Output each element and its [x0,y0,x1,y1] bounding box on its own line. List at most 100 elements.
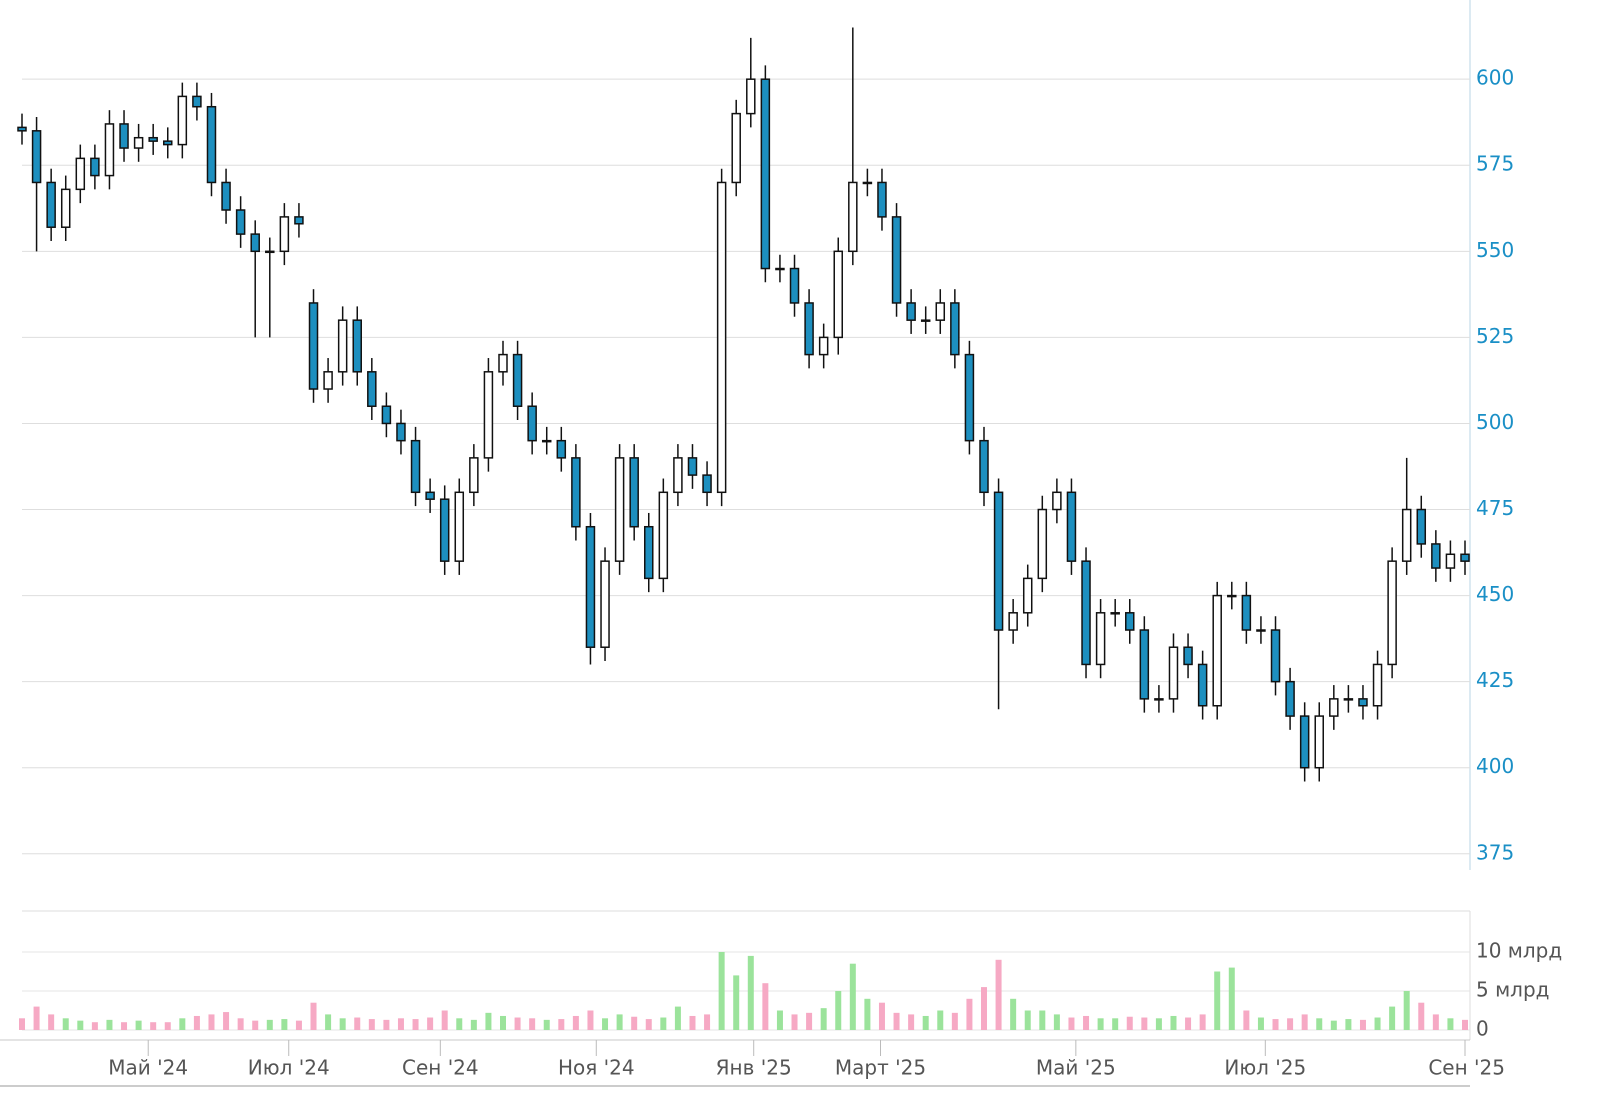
candle-body [920,319,931,322]
volume-bar [193,1015,200,1030]
volume-bar [368,1019,375,1030]
volume-bar [1272,1019,1279,1030]
volume-bar [1112,1018,1119,1030]
volume-bar [1418,1002,1425,1030]
candle-body [760,78,771,270]
candle-body [644,525,654,580]
candle-body [658,491,669,580]
volume-bar [485,1012,492,1030]
candle-body [483,371,494,459]
volume-bar [645,1019,652,1030]
y-tick-label: 450 [1476,582,1514,606]
candle-body [337,319,348,373]
volume-bar [19,1018,25,1030]
volume-bar [281,1019,288,1030]
candle-body [906,302,916,321]
volume-bar [1097,1018,1104,1030]
candle-body [556,439,567,459]
candle-body [1401,508,1412,562]
volume-bar [1301,1014,1308,1030]
candle-body [221,181,231,211]
volume-bar [864,998,871,1030]
volume-bar [835,991,842,1030]
volume-bar [339,1018,346,1030]
candle-body [979,439,989,494]
candle-body [687,457,698,476]
volume-bar [1068,1017,1075,1030]
volume-bar [820,1008,827,1030]
candle-body [775,267,785,271]
volume-bar [966,998,973,1030]
candle-body [469,457,479,494]
volume-bar [1141,1017,1148,1030]
candle-body [1445,553,1456,569]
candle-body [512,353,523,407]
candle-body [1052,491,1062,511]
candle-body [1125,612,1135,631]
volume-bar [849,963,856,1030]
volume-bar [616,1014,623,1030]
y-tick-label: 600 [1476,66,1514,90]
x-tick-label: Сен '25 [1428,1056,1505,1080]
candle-body [265,250,275,254]
volume-bar [1374,1017,1381,1030]
y-tick-label: 425 [1476,668,1514,692]
volume-bar [500,1015,506,1030]
volume-bar [1403,991,1410,1030]
candle-body [1154,698,1164,701]
volume-bar [1024,1010,1031,1030]
x-tick-label: Ноя '24 [558,1056,635,1080]
volume-bar [543,1019,550,1030]
candle-body [90,157,100,177]
candle-body [294,216,304,225]
volume-bar [295,1020,302,1030]
candle-body [1314,715,1324,769]
volume-bar [1185,1017,1192,1030]
volume-bar [587,1010,594,1030]
volume-bar [1330,1020,1337,1030]
candle-body [1095,612,1106,666]
volume-bar [1039,1010,1046,1030]
y-tick-label: 375 [1476,840,1514,864]
volume-bar [106,1019,113,1030]
volume-bar [33,1006,40,1030]
volume-bar [1170,1015,1177,1030]
volume-bar [922,1015,929,1030]
candle-body [119,123,129,149]
candle-body [629,457,639,528]
candle-body [614,457,625,562]
volume-bar [383,1019,390,1030]
candle-body [964,353,975,442]
candle-body [877,181,887,218]
candle-body [1183,646,1193,666]
candle-body [541,439,552,443]
y-tick-label: 475 [1476,496,1514,520]
candle-body [848,181,858,253]
candle-body [950,302,960,356]
candle-body [1329,698,1339,717]
candle-body [133,136,144,149]
candle-body [148,136,158,142]
x-tick-label: Март '25 [835,1056,926,1080]
volume-bar [412,1019,419,1030]
candle-body [1022,577,1033,614]
candle-body [716,181,727,494]
volume-bar [441,1010,448,1030]
candle-body [1270,629,1281,683]
candle-body [352,319,362,373]
candle-body [804,302,814,356]
volume-bar [908,1014,915,1030]
volume-bar [1462,1019,1468,1030]
candle-body [1358,698,1368,707]
x-tick-label: Янв '25 [716,1056,792,1080]
volume-bar [1083,1015,1090,1030]
candle-body [46,181,56,228]
candle-body [1431,543,1441,569]
volume-bar [397,1018,404,1030]
volume-bar [1243,1010,1250,1030]
volume-bar [631,1016,638,1030]
candle-body [527,405,537,442]
volume-bar [733,975,740,1030]
candle-body [789,267,800,304]
